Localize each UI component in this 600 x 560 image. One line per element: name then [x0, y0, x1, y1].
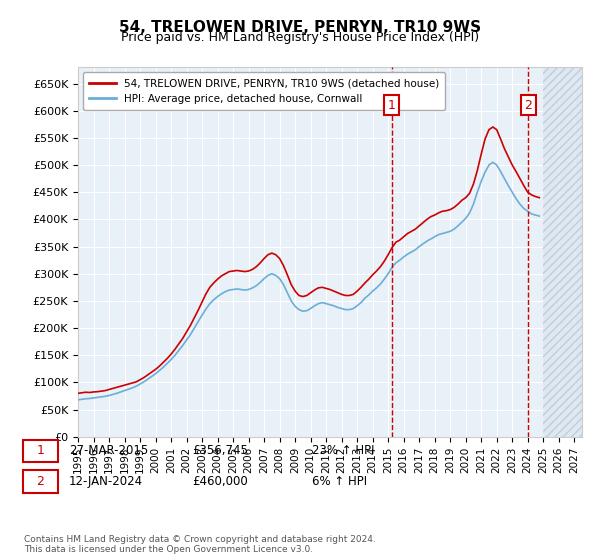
- Text: 23% ↑ HPI: 23% ↑ HPI: [312, 444, 374, 458]
- Legend: 54, TRELOWEN DRIVE, PENRYN, TR10 9WS (detached house), HPI: Average price, detac: 54, TRELOWEN DRIVE, PENRYN, TR10 9WS (de…: [83, 72, 445, 110]
- Text: 6% ↑ HPI: 6% ↑ HPI: [312, 475, 367, 488]
- Text: £460,000: £460,000: [192, 475, 248, 488]
- Text: Contains HM Land Registry data © Crown copyright and database right 2024.
This d: Contains HM Land Registry data © Crown c…: [24, 535, 376, 554]
- Text: 1: 1: [388, 99, 395, 112]
- Text: 27-MAR-2015: 27-MAR-2015: [69, 444, 148, 458]
- Bar: [543, 67, 582, 437]
- Text: Price paid vs. HM Land Registry's House Price Index (HPI): Price paid vs. HM Land Registry's House …: [121, 31, 479, 44]
- Text: 54, TRELOWEN DRIVE, PENRYN, TR10 9WS: 54, TRELOWEN DRIVE, PENRYN, TR10 9WS: [119, 20, 481, 35]
- Text: £356,745: £356,745: [192, 444, 248, 458]
- Text: 12-JAN-2024: 12-JAN-2024: [69, 475, 143, 488]
- Bar: [543, 67, 582, 437]
- Text: 1: 1: [36, 444, 44, 458]
- Text: 2: 2: [524, 99, 532, 112]
- Text: 2: 2: [36, 475, 44, 488]
